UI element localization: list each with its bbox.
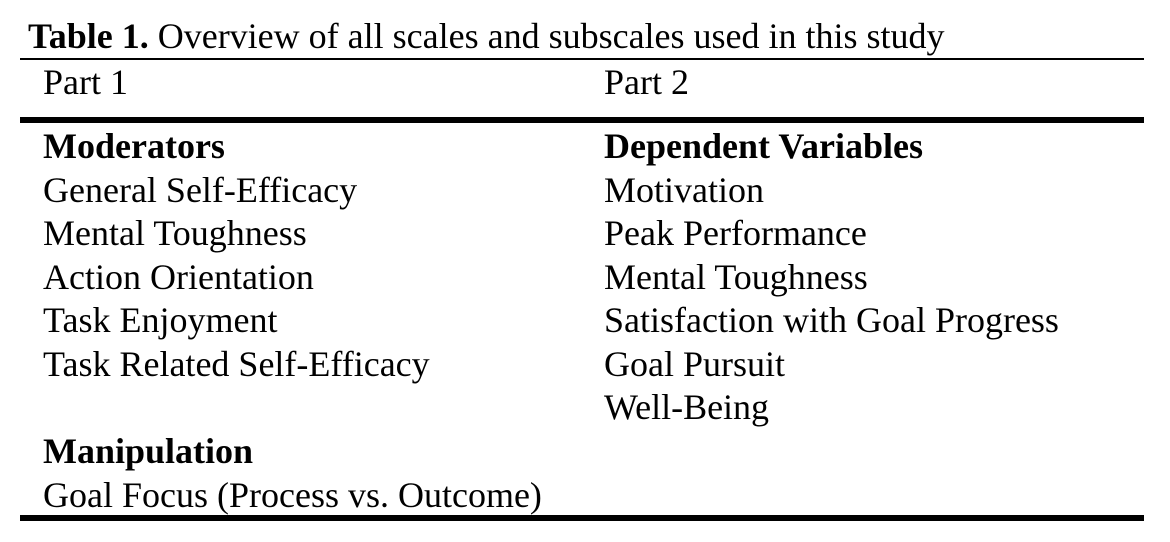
table-cell: Satisfaction with Goal Progress (604, 300, 1059, 340)
table-caption: Table 1. Overview of all scales and subs… (28, 14, 945, 58)
manipulation-title: Manipulation (43, 431, 254, 471)
column-header-part-2: Part 2 (604, 62, 689, 102)
moderators-group: Moderators General Self-Efficacy Mental … (43, 125, 430, 386)
table-cell: Well-Being (604, 387, 770, 427)
table-cell: General Self-Efficacy (43, 169, 358, 210)
table-caption-label: Table 1. (28, 16, 149, 56)
table-cell: Peak Performance (604, 213, 867, 253)
table-top-rule (20, 58, 1144, 60)
table-cell: Mental Toughness (604, 256, 868, 297)
column-header-part-1: Part 1 (43, 62, 128, 102)
table-cell: Goal Focus (Process vs. Outcome) (43, 474, 542, 515)
table-header-rule (20, 117, 1144, 123)
manipulation-group: Manipulation Goal Focus (Process vs. Out… (43, 430, 542, 517)
table-caption-text: Overview of all scales and subscales use… (148, 16, 945, 56)
table-cell: Mental Toughness (43, 213, 307, 253)
dependent-variables-title: Dependent Variables (604, 126, 924, 166)
table-cell: Task Related Self-Efficacy (43, 343, 430, 384)
table-cell: Task Enjoyment (43, 300, 278, 340)
table-cell: Motivation (604, 169, 764, 210)
table-bottom-rule (20, 515, 1144, 521)
table-cell: Goal Pursuit (604, 343, 786, 384)
table-cell: Action Orientation (43, 256, 314, 297)
moderators-title: Moderators (43, 126, 225, 166)
dependent-variables-group: Dependent Variables Motivation Peak Perf… (604, 125, 1059, 430)
